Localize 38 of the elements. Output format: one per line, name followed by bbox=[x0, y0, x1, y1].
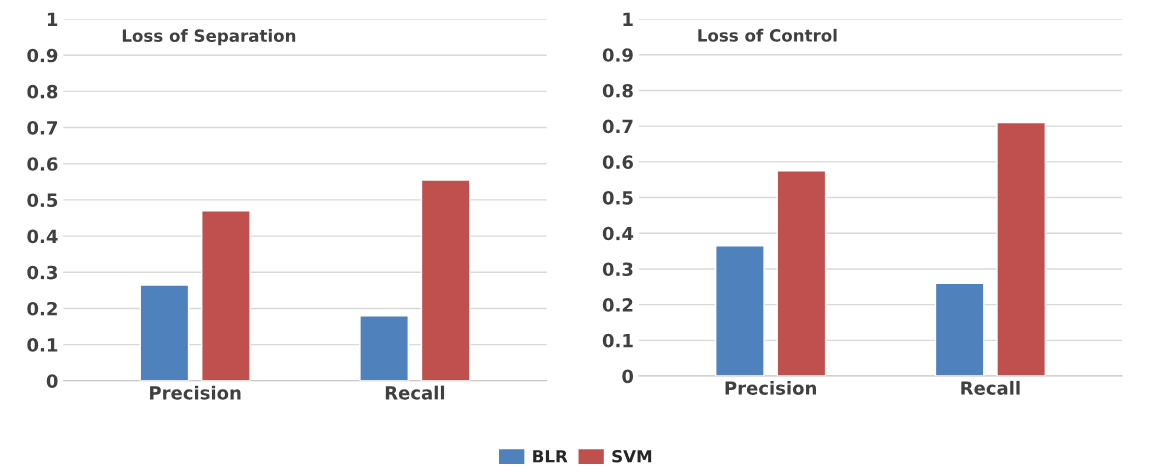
text: Loss of Separation bbox=[122, 29, 296, 46]
x-tick-label: Recall bbox=[961, 380, 1020, 395]
y-tick-label: 0.2 bbox=[602, 298, 633, 312]
bar bbox=[201, 210, 251, 381]
y-tick-label: 0.9 bbox=[602, 48, 633, 62]
chart-title: Loss of Control bbox=[698, 28, 837, 42]
bar bbox=[359, 314, 409, 381]
y-tick-label: 0.6 bbox=[602, 155, 633, 169]
bar bbox=[934, 282, 985, 377]
bar bbox=[776, 170, 827, 377]
legend-label: SVM bbox=[612, 449, 652, 463]
y-tick-label: 0.3 bbox=[27, 265, 58, 280]
bar bbox=[715, 245, 765, 377]
x-tick-label: Precision bbox=[725, 380, 816, 395]
y-tick-label: 0.5 bbox=[602, 191, 633, 205]
y-tick-label: 0.4 bbox=[602, 226, 634, 241]
y-tick-label: 0 bbox=[46, 374, 58, 388]
y-tick-label: 1 bbox=[623, 12, 633, 26]
y-tick-label: 0.5 bbox=[27, 193, 58, 208]
y-tick-label: 0.4 bbox=[27, 229, 58, 244]
x-tick-label: Precision bbox=[150, 385, 241, 400]
y-tick-label: 1 bbox=[47, 12, 58, 26]
bar bbox=[996, 121, 1047, 377]
bar bbox=[139, 284, 190, 381]
y-tick-label: 0.8 bbox=[27, 84, 58, 99]
y-tick-label: 0.9 bbox=[27, 48, 58, 63]
y-tick-label: 0 bbox=[622, 369, 634, 384]
y-tick-label: 0.2 bbox=[27, 301, 57, 316]
x-tick-label: Recall bbox=[385, 385, 445, 400]
legend-label: BLR bbox=[533, 450, 568, 463]
y-tick-label: 0.8 bbox=[602, 83, 633, 98]
y-tick-label: 0.1 bbox=[602, 333, 633, 348]
y-tick-label: 0.7 bbox=[602, 119, 633, 134]
y-tick-label: 0.1 bbox=[27, 338, 58, 352]
y-tick-label: 0.6 bbox=[27, 157, 58, 171]
y-tick-label: 0.3 bbox=[602, 262, 633, 277]
bar bbox=[420, 179, 471, 381]
y-tick-label: 0.7 bbox=[27, 121, 58, 135]
